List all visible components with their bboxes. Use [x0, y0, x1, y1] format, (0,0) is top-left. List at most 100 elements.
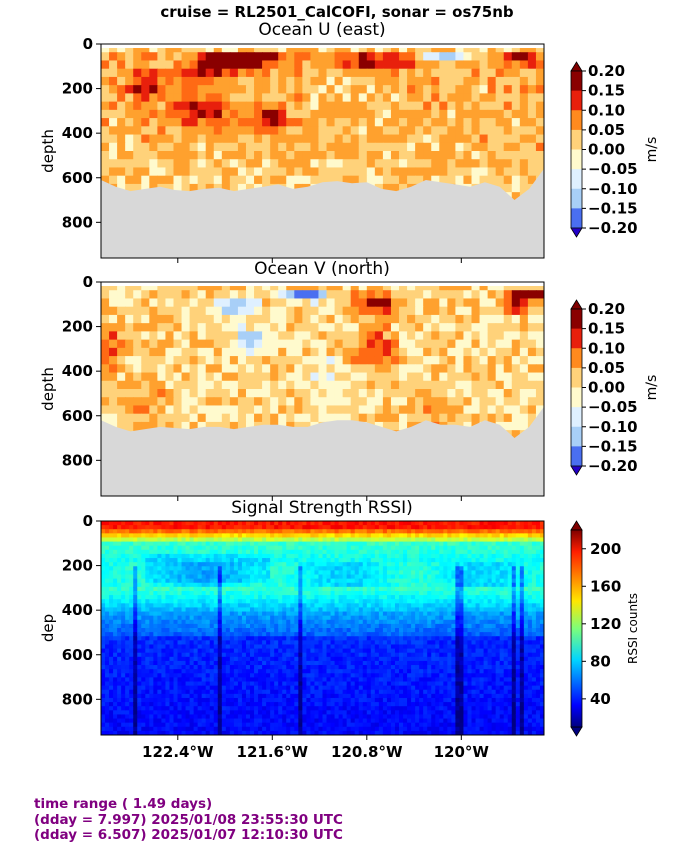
heatmap-cell [241, 702, 247, 707]
heatmap-cell [101, 578, 106, 584]
heatmap-cell [173, 652, 179, 658]
heatmap-cell [390, 331, 400, 341]
heatmap-cell [137, 648, 142, 654]
heatmap-cell [109, 282, 118, 291]
heatmap-cell [185, 652, 191, 658]
heatmap-cell [117, 681, 122, 687]
heatmap-cell [294, 126, 303, 136]
heatmap-cell [157, 405, 167, 415]
colorbar-label: m/s [644, 375, 660, 401]
heatmap-cell [197, 685, 203, 691]
heatmap-cell [125, 619, 130, 625]
heatmap-cell [157, 553, 163, 559]
heatmap-cell [117, 702, 122, 707]
heatmap-cell [358, 93, 368, 103]
heatmap-cell [209, 549, 215, 555]
heatmap-cell [374, 282, 384, 291]
heatmap-cell [145, 619, 150, 625]
colorbar-tick-label: 0.20 [588, 62, 625, 80]
heatmap-cell [221, 718, 227, 724]
heatmap-cell [233, 570, 239, 576]
heatmap-cell [189, 586, 195, 592]
heatmap-cell [141, 356, 150, 365]
heatmap-cell [213, 68, 223, 78]
heatmap-cell [117, 60, 126, 70]
heatmap-cell [254, 710, 259, 716]
heatmap-cell [237, 689, 243, 695]
heatmap-cell [137, 553, 142, 559]
heatmap-cell [503, 331, 513, 341]
heatmap-cell [129, 586, 134, 592]
heatmap-cell [217, 702, 223, 707]
heatmap-cell [294, 76, 303, 86]
heatmap-cell [129, 706, 134, 711]
heatmap-cell [129, 660, 134, 666]
heatmap-cell [511, 151, 521, 160]
heatmap-cell [169, 726, 175, 732]
heatmap-cell [245, 151, 255, 160]
heatmap-cell [117, 553, 122, 559]
heatmap-cell [189, 603, 195, 609]
heatmap-cell [141, 101, 150, 111]
heatmap-cell [527, 68, 537, 78]
heatmap-cell [161, 718, 167, 724]
heatmap-cell [237, 60, 247, 70]
heatmap-cell [133, 380, 142, 390]
heatmap-cell [121, 619, 126, 625]
heatmap-cell [423, 413, 432, 423]
heatmap-cell [133, 730, 138, 735]
heatmap-cell [113, 562, 118, 567]
heatmap-cell [129, 558, 134, 563]
heatmap-cell [237, 93, 247, 103]
heatmap-cell [189, 619, 195, 625]
heatmap-cell [511, 339, 521, 349]
heatmap-cell [213, 595, 219, 600]
heatmap-cell [262, 298, 271, 308]
heatmap-cell [141, 389, 150, 398]
heatmap-cell [229, 541, 235, 547]
heatmap-cell [495, 118, 505, 127]
heatmap-cell [189, 356, 199, 365]
heatmap-cell [173, 693, 179, 699]
heatmap-cell [109, 553, 114, 559]
heatmap-cell [209, 681, 215, 687]
heatmap-cell [157, 656, 163, 662]
heatmap-cell [181, 603, 187, 609]
heatmap-cell [189, 52, 199, 62]
heatmap-cell [447, 298, 456, 308]
heatmap-cell [137, 644, 142, 650]
heatmap-cell [407, 347, 416, 357]
heatmap-cell [217, 521, 223, 526]
heatmap-cell [423, 364, 432, 374]
colorbar-tick-label: 0.05 [588, 121, 625, 139]
heatmap-cell [471, 44, 481, 53]
heatmap-cell [173, 730, 179, 735]
heatmap-cell [193, 619, 199, 625]
heatmap-cell [241, 681, 247, 687]
heatmap-cell [350, 68, 360, 78]
heatmap-cell [455, 413, 465, 423]
heatmap-cell [121, 595, 126, 600]
heatmap-cell [511, 134, 521, 144]
heatmap-cell [302, 175, 312, 185]
heatmap-cell [527, 159, 537, 169]
heatmap-cell [149, 529, 154, 534]
heatmap-cell [229, 660, 235, 666]
heatmap-cell [237, 521, 243, 526]
heatmap-cell [181, 421, 191, 431]
heatmap-cell [121, 525, 126, 530]
heatmap-cell [503, 413, 513, 423]
heatmap-cell [423, 101, 432, 111]
heatmap-cell [415, 142, 424, 152]
heatmap-cell [101, 706, 106, 711]
heatmap-cell [213, 397, 223, 407]
heatmap-cell [241, 586, 247, 592]
heatmap-cell [105, 702, 110, 707]
heatmap-cell [181, 636, 187, 641]
heatmap-cell [342, 364, 352, 374]
heatmap-cell [209, 636, 215, 641]
heatmap-cell [173, 660, 179, 666]
heatmap-cell [185, 636, 191, 641]
heatmap-cell [201, 595, 207, 600]
